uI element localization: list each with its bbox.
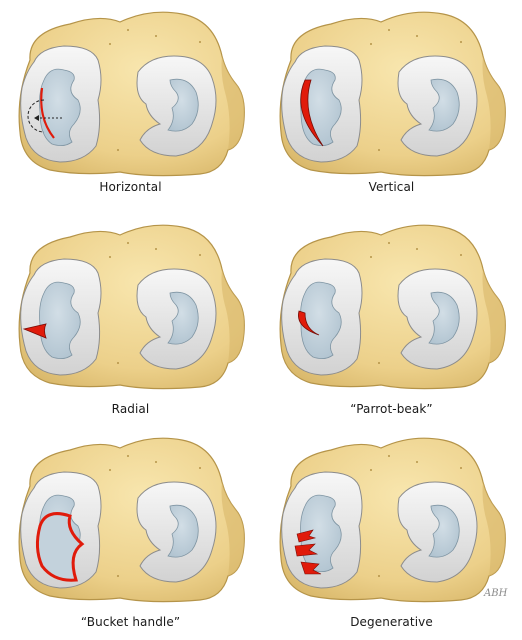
bucket-handle-tear xyxy=(35,512,85,582)
tibial-plateau xyxy=(18,11,245,177)
bone-pore xyxy=(127,242,129,244)
medial-meniscus xyxy=(281,258,363,376)
bone-pore xyxy=(117,575,119,577)
caption-horizontal: Horizontal xyxy=(99,180,162,194)
panel-radial: Radial xyxy=(0,213,261,426)
bone-pore xyxy=(127,455,129,457)
panel-bucket-handle: “Bucket handle” xyxy=(0,426,261,639)
bone-pore xyxy=(416,461,418,463)
bone-shadow xyxy=(221,269,245,363)
bone-pore xyxy=(460,467,462,469)
bone-pore xyxy=(460,41,462,43)
tibial-plateau xyxy=(279,11,506,177)
bone-pore xyxy=(388,455,390,457)
bone-pore xyxy=(117,149,119,151)
bone-pore xyxy=(109,43,111,45)
caption-parrot-beak: “Parrot-beak” xyxy=(350,402,433,416)
bone-pore xyxy=(370,43,372,45)
horizontal-tear xyxy=(27,87,62,139)
bone-pore xyxy=(199,41,201,43)
bone-pore xyxy=(370,469,372,471)
bone-pore xyxy=(199,467,201,469)
bone-pore xyxy=(117,362,119,364)
panel-horizontal: Horizontal xyxy=(0,0,261,213)
bone-pore xyxy=(378,149,380,151)
tibial-plateau xyxy=(18,224,245,390)
lateral-meniscus xyxy=(136,268,217,370)
parrot-beak-tear xyxy=(298,310,320,336)
lateral-meniscus xyxy=(397,481,478,583)
degenerative-tear xyxy=(294,529,322,575)
bone-pore xyxy=(109,469,111,471)
bone-shadow xyxy=(221,56,245,150)
tibial-plateau xyxy=(279,437,506,603)
panel-vertical: Vertical xyxy=(261,0,522,213)
medial-meniscus xyxy=(20,45,102,163)
bone-shadow xyxy=(482,56,506,150)
bone-shadow xyxy=(482,482,506,576)
panel-parrot-beak: “Parrot-beak” xyxy=(261,213,522,426)
bone-pore xyxy=(388,242,390,244)
caption-vertical: Vertical xyxy=(368,180,415,194)
bone-pore xyxy=(460,254,462,256)
bone-pore xyxy=(109,256,111,258)
bone-pore xyxy=(416,248,418,250)
lateral-meniscus xyxy=(397,268,478,370)
tibial-plateau xyxy=(279,224,506,390)
medial-meniscus xyxy=(281,471,363,589)
panel-degenerative: Degenerative xyxy=(261,426,522,639)
bone-pore xyxy=(416,35,418,37)
bone-pore xyxy=(155,248,157,250)
medial-meniscus xyxy=(20,258,102,376)
bone-pore xyxy=(199,254,201,256)
caption-degenerative: Degenerative xyxy=(350,615,433,629)
lateral-meniscus xyxy=(136,55,217,157)
radial-tear xyxy=(22,323,47,339)
bone-shadow xyxy=(482,269,506,363)
lateral-meniscus xyxy=(397,55,478,157)
bone-shadow xyxy=(221,482,245,576)
bone-pore xyxy=(127,29,129,31)
lateral-meniscus xyxy=(136,481,217,583)
artist-signature: ABH xyxy=(484,588,508,599)
bone-pore xyxy=(388,29,390,31)
bone-pore xyxy=(378,575,380,577)
bone-pore xyxy=(155,461,157,463)
caption-bucket-handle: “Bucket handle” xyxy=(80,615,181,629)
caption-radial: Radial xyxy=(111,402,150,416)
bone-pore xyxy=(155,35,157,37)
vertical-tear xyxy=(300,79,324,147)
bone-pore xyxy=(370,256,372,258)
bone-pore xyxy=(378,362,380,364)
